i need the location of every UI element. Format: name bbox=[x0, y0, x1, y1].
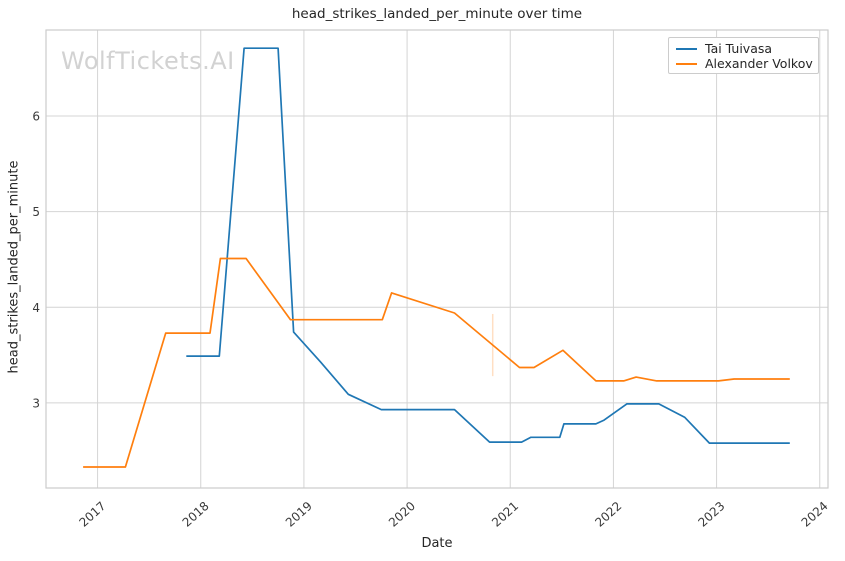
x-tick-label: 2019 bbox=[283, 499, 315, 530]
x-tick-label: 2017 bbox=[77, 499, 109, 530]
series-line-alexander-volkov bbox=[83, 257, 790, 468]
x-tick-label: 2024 bbox=[799, 499, 831, 530]
x-tick-label: 2022 bbox=[592, 499, 624, 530]
y-tick-label: 4 bbox=[32, 301, 40, 315]
y-tick-label: 3 bbox=[32, 396, 40, 410]
x-tick-label: 2023 bbox=[696, 499, 728, 530]
legend-line-swatch bbox=[676, 47, 697, 50]
legend-item-tai-tuivasa: Tai Tuivasa bbox=[676, 41, 814, 56]
x-tick-label: 2020 bbox=[386, 499, 418, 530]
x-axis-label: Date bbox=[421, 536, 453, 551]
legend-label: Alexander Volkov bbox=[705, 56, 813, 71]
chart-title: head_strikes_landed_per_minute over time bbox=[291, 6, 583, 22]
y-tick-label: 5 bbox=[32, 205, 40, 219]
y-tick-label: 6 bbox=[32, 110, 40, 124]
legend: Tai Tuivasa Alexander Volkov bbox=[668, 37, 819, 74]
series-line-tai-tuivasa bbox=[186, 47, 790, 444]
legend-item-alexander-volkov: Alexander Volkov bbox=[676, 56, 814, 71]
y-axis-label: head_strikes_landed_per_minute bbox=[6, 160, 22, 374]
legend-line-swatch bbox=[676, 62, 697, 65]
x-tick-label: 2021 bbox=[489, 499, 521, 530]
plot-border bbox=[45, 29, 829, 489]
watermark: WolfTickets.AI bbox=[61, 47, 235, 75]
legend-label: Tai Tuivasa bbox=[705, 41, 773, 56]
x-tick-label: 2018 bbox=[180, 499, 212, 530]
